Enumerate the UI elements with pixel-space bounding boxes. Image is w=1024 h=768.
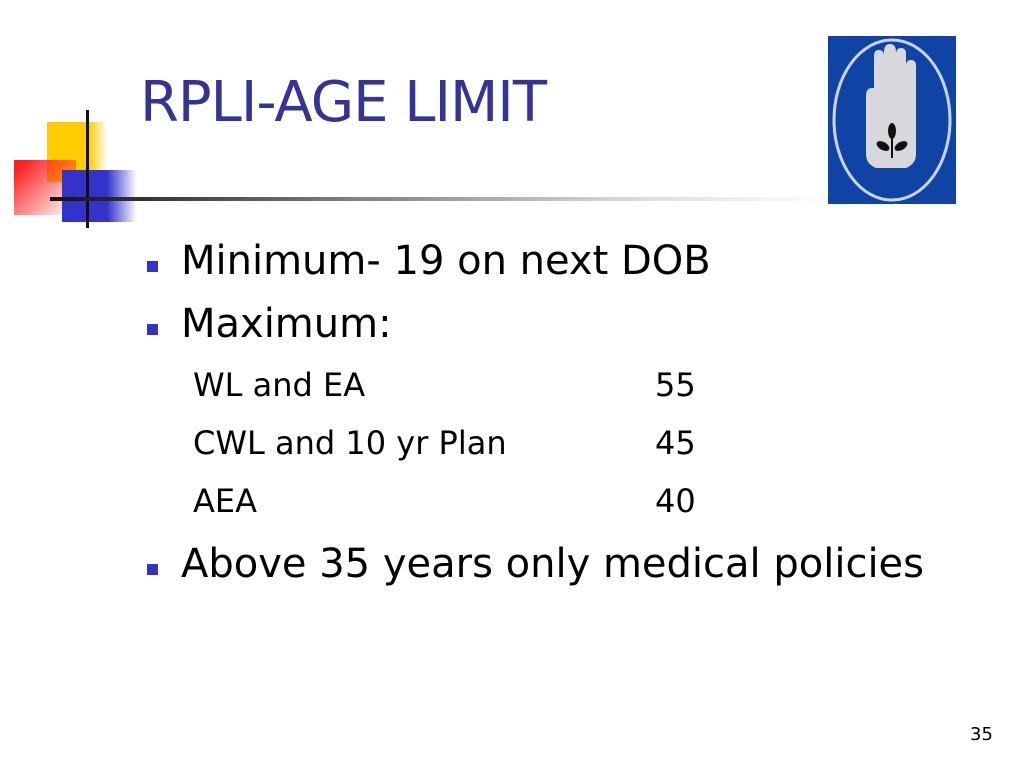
title-underline	[50, 197, 840, 201]
bullet-maximum: Maximum:	[181, 301, 392, 347]
plan-age: 55	[655, 366, 696, 404]
plan-name: WL and EA	[193, 366, 366, 404]
slide-title: RPLI-AGE LIMIT	[140, 70, 547, 135]
page-number: 35	[970, 724, 993, 745]
bullet-minimum: Minimum- 19 on next DOB	[181, 238, 711, 284]
logo-hand-icon	[828, 36, 956, 204]
bullet-icon	[147, 564, 158, 575]
bullet-icon	[147, 261, 158, 272]
plan-name: AEA	[193, 482, 257, 520]
bullet-medical: Above 35 years only medical policies	[181, 541, 925, 587]
plan-age: 40	[655, 482, 696, 520]
plan-name: CWL and 10 yr Plan	[193, 424, 507, 462]
bullet-icon	[147, 324, 158, 335]
plan-age: 45	[655, 424, 696, 462]
decor-blue-square	[62, 170, 137, 222]
decor-vertical-line	[86, 110, 89, 228]
